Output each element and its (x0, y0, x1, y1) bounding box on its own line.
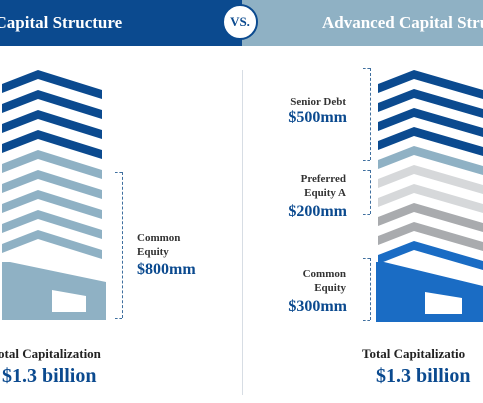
advanced-base-window (425, 292, 462, 314)
label-line: Common (302, 268, 346, 280)
bracket-tick (363, 160, 370, 161)
advanced-structure-title: Advanced Capital Stru (322, 13, 483, 32)
advanced-building-floors (378, 70, 483, 270)
preferred-equity-bracket (370, 170, 371, 214)
building-floor (2, 70, 102, 99)
basic-common-equity-amount: $800mm (137, 261, 196, 278)
basic-common-equity-label: Common Equity (137, 231, 180, 259)
building-floor (378, 127, 483, 156)
senior-debt-amount: $500mm (288, 109, 347, 126)
building-floor (378, 165, 483, 194)
building-floor (378, 203, 483, 232)
advanced-structure-header: Advanced Capital Stru (242, 0, 483, 46)
comparison-header: ic Capital Structure Advanced Capital St… (0, 0, 483, 46)
label-line: Preferred (300, 173, 346, 185)
center-divider (242, 70, 243, 395)
building-floor (2, 90, 102, 119)
building-floor (2, 230, 102, 259)
basic-building-base (2, 262, 106, 320)
building-floor (378, 70, 483, 99)
building-floor (378, 108, 483, 137)
bracket-tick (363, 214, 370, 215)
building-floor (378, 222, 483, 251)
basic-base-window (52, 290, 86, 312)
label-line: Equity (314, 282, 346, 294)
label-line: Senior Debt (290, 96, 346, 108)
building-floor (2, 110, 102, 139)
label-line: Equity A (304, 187, 346, 199)
bracket-tick (115, 172, 122, 173)
advanced-common-equity-label: Common Equity (303, 267, 346, 295)
vs-badge: VS. (222, 4, 258, 40)
building-floor (2, 210, 102, 239)
building-floor (378, 146, 483, 175)
basic-total-label: otal Capitalization (0, 346, 101, 361)
advanced-total-label: Total Capitalizatio (362, 346, 466, 361)
basic-common-equity-bracket (122, 172, 123, 318)
bracket-tick (363, 320, 370, 321)
senior-debt-bracket (370, 68, 371, 160)
label-line: Common (137, 232, 181, 244)
building-floor (2, 190, 102, 219)
label-line: Equity (137, 246, 169, 258)
advanced-common-equity-amount: $300mm (288, 298, 347, 315)
preferred-equity-amount: $200mm (288, 203, 347, 220)
bracket-tick (363, 68, 370, 69)
bracket-tick (363, 170, 370, 171)
basic-structure-header: ic Capital Structure (0, 0, 242, 46)
building-floor (2, 170, 102, 199)
building-floor (2, 150, 102, 179)
basic-structure-title: ic Capital Structure (0, 13, 123, 32)
building-floor (378, 241, 483, 270)
bracket-tick (115, 318, 122, 319)
bracket-tick (363, 258, 370, 259)
building-floor (378, 89, 483, 118)
senior-debt-label: Senior Debt (290, 95, 346, 109)
advanced-building-base (376, 262, 483, 322)
building-floor (378, 184, 483, 213)
advanced-total-value: $1.3 billion (376, 365, 471, 387)
basic-building-floors (2, 70, 102, 259)
preferred-equity-label: Preferred Equity A (301, 172, 346, 200)
basic-total-value: $1.3 billion (2, 365, 97, 387)
building-floor (2, 130, 102, 159)
advanced-common-equity-bracket (370, 258, 371, 320)
